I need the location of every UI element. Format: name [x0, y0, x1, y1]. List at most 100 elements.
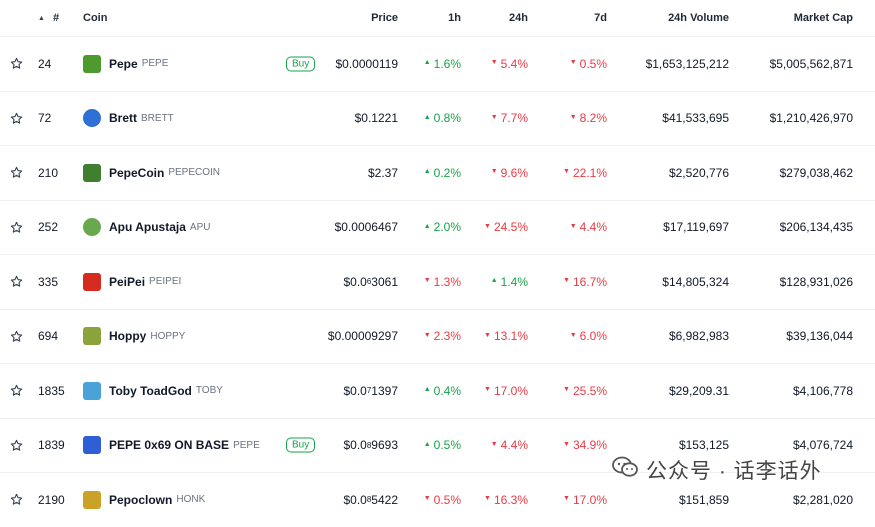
market-cap-cell: $39,136,044: [786, 329, 853, 344]
coin-symbol: PEPE: [141, 58, 169, 70]
coin-cell[interactable]: Pepoclown HONK: [83, 473, 323, 527]
down-triangle-icon: ▼: [569, 222, 577, 230]
change-1h: ▲ 2.0%: [401, 201, 461, 255]
up-triangle-icon: ▲: [423, 113, 431, 121]
coin-name[interactable]: Hoppy: [109, 329, 147, 344]
volume-cell: $1,653,125,212: [645, 56, 729, 71]
coin-cell[interactable]: PeiPei PEIPEI: [83, 255, 323, 309]
price-cell: $0.0 6 3061: [258, 255, 398, 309]
coin-cell[interactable]: PEPE 0x69 ON BASE PEPE: [83, 419, 323, 473]
change-24h: ▼ 24.5%: [462, 201, 528, 255]
change-24h: ▼ 7.7%: [462, 92, 528, 146]
coin-name[interactable]: PeiPei: [109, 274, 146, 289]
watchlist-star-icon[interactable]: [6, 310, 26, 364]
market-cap-column-header[interactable]: Market Cap: [728, 0, 853, 36]
coin-cell[interactable]: Apu Apustaja APU: [83, 201, 323, 255]
coin-column-header[interactable]: Coin: [83, 0, 323, 36]
table-row[interactable]: 252 Apu Apustaja APU $0.0006467 ▲ 2.0% ▼ 24.5% ▼…: [0, 199, 875, 255]
change-7d-value: 0.5%: [579, 56, 607, 71]
volume-header-label: 24h Volume: [668, 12, 729, 24]
watchlist-star-icon[interactable]: [6, 473, 26, 527]
price-column-header[interactable]: Price: [258, 0, 398, 36]
coin-cell[interactable]: Hoppy HOPPY: [83, 310, 323, 364]
table-row[interactable]: 1839 PEPE 0x69 ON BASE PEPE Buy $0.0 8 9693 ▲ 0.…: [0, 417, 875, 473]
coin-name[interactable]: Pepoclown: [109, 492, 173, 507]
table-row[interactable]: 72 Brett BRETT $0.1221 ▲ 0.8% ▼ 7.7% ▼ 8.2% $41,53…: [0, 90, 875, 146]
coin-logo-icon: [83, 436, 101, 455]
price-prefix: $0.0: [343, 492, 367, 507]
price-prefix: $0.0: [343, 274, 367, 289]
change-24h-value: 24.5%: [493, 220, 528, 235]
down-triangle-icon: ▼: [490, 113, 498, 121]
rank-cell: 24: [38, 56, 52, 71]
coin-cell[interactable]: Toby ToadGod TOBY: [83, 364, 323, 418]
coin-name[interactable]: PepeCoin: [109, 165, 165, 180]
down-triangle-icon: ▼: [484, 222, 491, 230]
market-cap-cell: $206,134,435: [779, 220, 853, 235]
coin-name[interactable]: Brett: [109, 111, 138, 126]
change-1h-value: 0.5%: [433, 438, 461, 453]
coin-logo-icon: [83, 327, 101, 346]
change-1h-value: 0.4%: [433, 383, 461, 398]
buy-button[interactable]: Buy: [286, 56, 316, 72]
down-triangle-icon: ▼: [563, 277, 570, 285]
change-7d-value: 34.9%: [572, 438, 607, 453]
down-triangle-icon: ▼: [423, 277, 431, 285]
price-cell: $0.0006467: [258, 201, 398, 255]
coin-logo-icon: [83, 54, 101, 73]
down-triangle-icon: ▼: [490, 168, 498, 176]
table-row[interactable]: 210 PepeCoin PEPECOIN $2.37 ▲ 0.2% ▼ 9.6% ▼ 22.1%…: [0, 145, 875, 200]
change-1h: ▲ 0.5%: [401, 419, 461, 473]
volume-column-header[interactable]: 24h Volume: [609, 0, 729, 36]
change-24h-value: 16.3%: [493, 492, 528, 507]
table-row[interactable]: 694 Hoppy HOPPY $0.00009297 ▼ 2.3% ▼ 13.1% ▼ 6.0%…: [0, 308, 875, 364]
change-24h: ▼ 4.4%: [462, 419, 528, 473]
coin-name[interactable]: Toby ToadGod: [109, 383, 192, 398]
change-7d-value: 22.1%: [572, 165, 607, 180]
rank-column-header[interactable]: ▲ #: [38, 0, 78, 36]
watchlist-star-icon[interactable]: [6, 201, 26, 255]
volume-cell: $29,209.31: [668, 383, 729, 398]
price-value: $2.37: [367, 165, 398, 180]
table-row[interactable]: 24 Pepe PEPE Buy $0.0000119 ▲ 1.6% ▼ 5.4% ▼ 0.5% $1…: [0, 36, 875, 91]
coin-cell[interactable]: PepeCoin PEPECOIN: [83, 146, 323, 200]
buy-button[interactable]: Buy: [286, 437, 316, 453]
coin-cell[interactable]: Brett BRETT: [83, 92, 323, 146]
rank-cell: 694: [38, 329, 59, 344]
change-7d: ▼ 34.9%: [529, 419, 607, 473]
coin-name[interactable]: Apu Apustaja: [109, 220, 186, 235]
price-cell: $2.37: [258, 146, 398, 200]
rank-cell: 1839: [38, 438, 65, 453]
change-7d-value: 25.5%: [572, 383, 607, 398]
table-row[interactable]: 335 PeiPei PEIPEI $0.0 6 3061 ▼ 1.3% ▲ 1.4% ▼ 16.7%…: [0, 254, 875, 309]
watchlist-star-icon[interactable]: [6, 37, 26, 91]
down-triangle-icon: ▼: [569, 331, 577, 339]
sort-ascending-icon[interactable]: ▲: [38, 14, 45, 22]
rank-cell: 210: [38, 165, 59, 180]
watchlist-star-icon[interactable]: [6, 419, 26, 473]
price-cell: $0.0000119: [258, 37, 398, 91]
change-7d-header-label: 7d: [594, 12, 607, 24]
coin-cell[interactable]: Pepe PEPE: [83, 37, 323, 91]
change-7d: ▼ 8.2%: [529, 92, 607, 146]
change-24h-column-header[interactable]: 24h: [462, 0, 528, 36]
price-digits: 5422: [371, 492, 398, 507]
coin-symbol: PEIPEI: [149, 276, 182, 288]
table-row[interactable]: 2190 Pepoclown HONK $0.0 8 5422 ▼ 0.5% ▼ 16.3% ▼ 17…: [0, 472, 875, 527]
change-1h-value: 1.6%: [433, 56, 461, 71]
coin-logo-icon: [83, 218, 101, 237]
table-row[interactable]: 1835 Toby ToadGod TOBY $0.0 7 1397 ▲ 0.4% ▼ 17.0%…: [0, 363, 875, 418]
watchlist-star-icon[interactable]: [6, 92, 26, 146]
watchlist-star-icon[interactable]: [6, 255, 26, 309]
watchlist-star-icon[interactable]: [6, 364, 26, 418]
change-7d-column-header[interactable]: 7d: [529, 0, 607, 36]
price-digits: 9693: [371, 438, 398, 453]
market-cap-cell: $128,931,026: [779, 274, 853, 289]
change-1h-column-header[interactable]: 1h: [401, 0, 461, 36]
coin-name[interactable]: PEPE 0x69 ON BASE: [109, 438, 230, 453]
change-1h-value: 1.3%: [433, 274, 461, 289]
down-triangle-icon: ▼: [490, 59, 498, 67]
coin-name[interactable]: Pepe: [109, 56, 138, 71]
watchlist-star-icon[interactable]: [6, 146, 26, 200]
volume-cell: $2,520,776: [668, 165, 729, 180]
